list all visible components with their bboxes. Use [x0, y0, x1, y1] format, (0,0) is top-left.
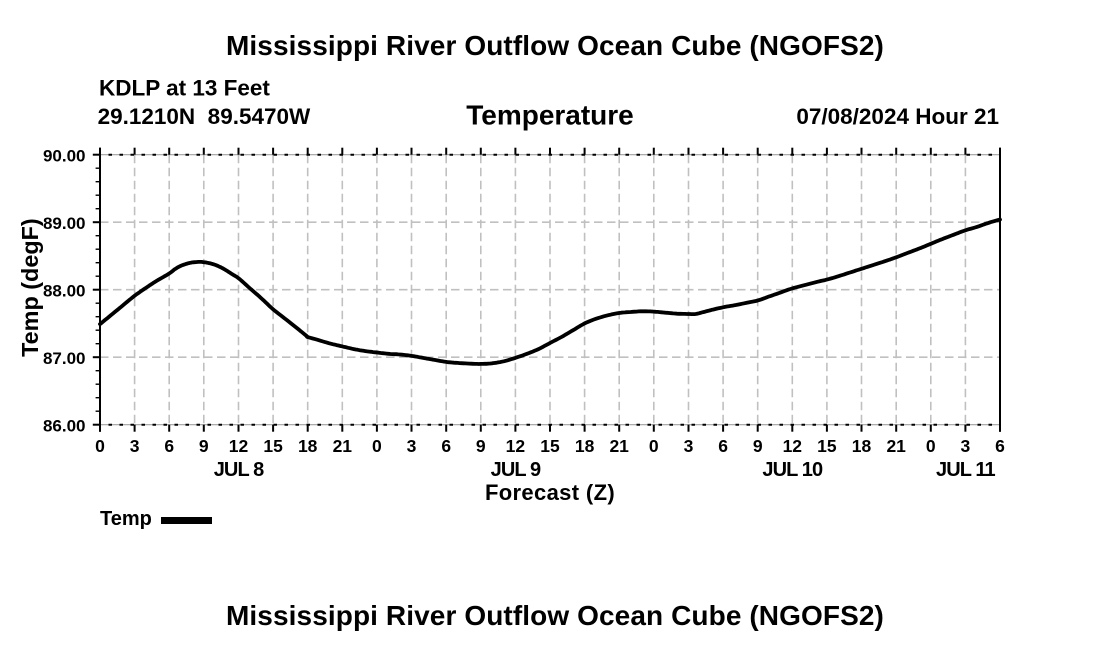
svg-text:88.00: 88.00 — [43, 282, 86, 301]
svg-text:18: 18 — [852, 436, 872, 456]
svg-text:0: 0 — [649, 436, 659, 456]
svg-text:87.00: 87.00 — [43, 349, 86, 368]
svg-text:JUL 11: JUL 11 — [936, 459, 995, 481]
svg-text:6: 6 — [441, 436, 451, 456]
svg-text:15: 15 — [263, 436, 283, 456]
svg-text:18: 18 — [575, 436, 595, 456]
svg-text:Forecast (Z): Forecast (Z) — [485, 480, 615, 505]
svg-text:JUL 10: JUL 10 — [762, 459, 823, 481]
svg-text:6: 6 — [718, 436, 728, 456]
svg-text:Mississippi River Outflow Ocea: Mississippi River Outflow Ocean Cube (NG… — [226, 600, 884, 631]
svg-text:JUL 8: JUL 8 — [214, 459, 264, 481]
svg-text:29.1210N 89.5470W: 29.1210N 89.5470W — [98, 104, 311, 129]
svg-text:Temperature: Temperature — [466, 100, 634, 131]
svg-text:21: 21 — [886, 436, 906, 456]
svg-text:JUL 9: JUL 9 — [491, 459, 541, 481]
svg-text:86.00: 86.00 — [43, 417, 86, 436]
svg-text:12: 12 — [783, 436, 803, 456]
svg-text:Temp: Temp — [100, 508, 152, 530]
svg-text:Temp (degF): Temp (degF) — [17, 218, 43, 357]
svg-text:3: 3 — [407, 436, 417, 456]
svg-text:0: 0 — [926, 436, 936, 456]
svg-text:07/08/2024 Hour 21: 07/08/2024 Hour 21 — [796, 104, 999, 129]
svg-text:3: 3 — [961, 436, 971, 456]
svg-text:15: 15 — [817, 436, 837, 456]
svg-text:18: 18 — [298, 436, 318, 456]
svg-text:9: 9 — [753, 436, 763, 456]
svg-text:12: 12 — [229, 436, 249, 456]
svg-text:3: 3 — [684, 436, 694, 456]
svg-text:21: 21 — [333, 436, 353, 456]
svg-text:9: 9 — [476, 436, 486, 456]
svg-text:6: 6 — [164, 436, 174, 456]
svg-text:0: 0 — [95, 436, 105, 456]
svg-text:15: 15 — [540, 436, 560, 456]
svg-text:Mississippi River Outflow Ocea: Mississippi River Outflow Ocean Cube (NG… — [226, 30, 884, 61]
svg-text:KDLP at 13 Feet: KDLP at 13 Feet — [99, 76, 270, 101]
svg-text:9: 9 — [199, 436, 209, 456]
svg-text:89.00: 89.00 — [43, 214, 86, 233]
svg-text:6: 6 — [995, 436, 1005, 456]
svg-text:3: 3 — [130, 436, 140, 456]
svg-text:0: 0 — [372, 436, 382, 456]
svg-text:90.00: 90.00 — [43, 147, 86, 166]
svg-text:12: 12 — [506, 436, 526, 456]
svg-text:21: 21 — [609, 436, 629, 456]
